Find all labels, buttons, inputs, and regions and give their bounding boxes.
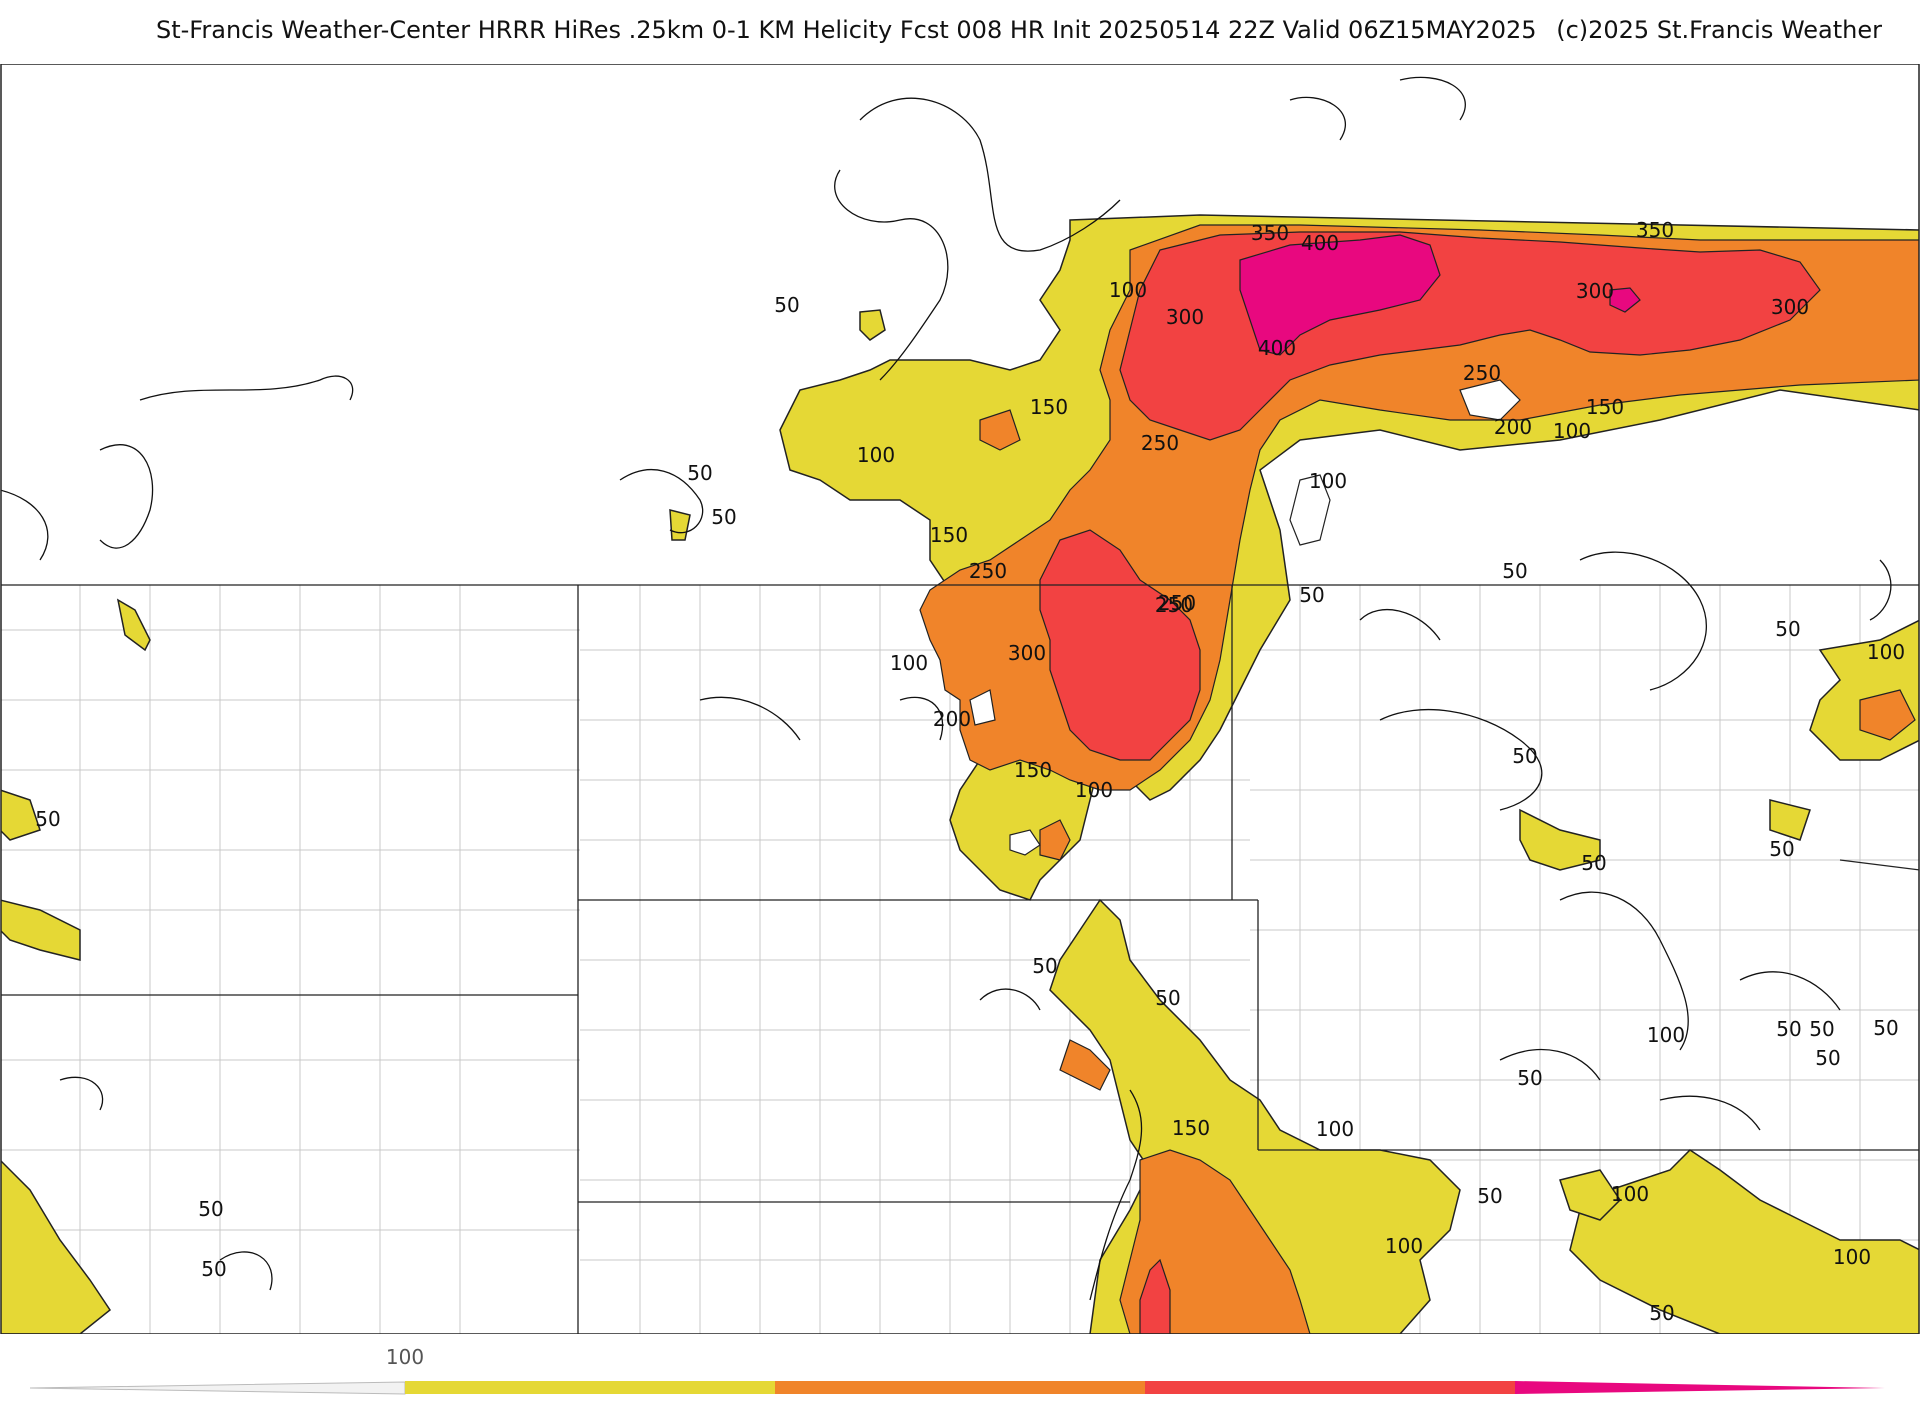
colorbar-segment-4 bbox=[1515, 1381, 1885, 1394]
contour-label: 50 bbox=[201, 1257, 226, 1281]
contour-label: 150 bbox=[1586, 395, 1624, 419]
colorbar-svg: 100 bbox=[29, 1345, 1885, 1395]
helicity-fill-400 bbox=[1239, 234, 1641, 356]
contour-label: 100 bbox=[1867, 640, 1905, 664]
contour-label: 100 bbox=[1309, 469, 1347, 493]
contour-label: 100 bbox=[1553, 419, 1591, 443]
contour-label: 250 bbox=[969, 559, 1007, 583]
contour-label: 50 bbox=[1776, 1017, 1801, 1041]
contour-label: 250 bbox=[1141, 431, 1179, 455]
contour-label: 50 bbox=[711, 505, 736, 529]
helicity-map: 350 400 350 100 300 300 300 400 50 250 250 200 100 15… bbox=[0, 63, 1920, 1335]
contour-label: 100 bbox=[1833, 1245, 1871, 1269]
contour-label: 100 bbox=[1611, 1182, 1649, 1206]
colorbar-low-triangle bbox=[29, 1381, 406, 1395]
contour-label: 50 bbox=[1581, 851, 1606, 875]
contour-label: 50 bbox=[1502, 559, 1527, 583]
colorbar-segment-3 bbox=[1145, 1381, 1515, 1394]
contour-label: 100 bbox=[1109, 278, 1147, 302]
contour-label: 150 bbox=[1014, 758, 1052, 782]
helicity-holes bbox=[969, 379, 1521, 856]
contour-label: 100 bbox=[1385, 1234, 1423, 1258]
contour-label: 50 bbox=[1769, 837, 1794, 861]
contour-label: 50 bbox=[1815, 1046, 1840, 1070]
contour-label: 200 bbox=[933, 707, 971, 731]
contour-label: 100 bbox=[1075, 778, 1113, 802]
contour-label: 50 bbox=[1477, 1184, 1502, 1208]
contour-label: 300 bbox=[1008, 641, 1046, 665]
contour-label: 50 bbox=[1299, 583, 1324, 607]
contour-label: 50 bbox=[1512, 744, 1537, 768]
state-boundaries bbox=[1, 584, 1919, 1334]
contour-lines bbox=[1, 76, 1892, 1301]
map-title: St-Francis Weather-Center HRRR HiRes .25… bbox=[156, 16, 1537, 44]
colorbar-segment-2 bbox=[775, 1381, 1145, 1394]
colorbar-segment-1 bbox=[405, 1381, 775, 1394]
contour-label: 150 bbox=[1030, 395, 1068, 419]
contour-label: 400 bbox=[1258, 336, 1296, 360]
contour-label: 100 bbox=[1316, 1117, 1354, 1141]
contour-label: 250 bbox=[1155, 593, 1193, 617]
contour-label: 50 bbox=[1809, 1017, 1834, 1041]
contour-label: 200 bbox=[1494, 415, 1532, 439]
contour-label: 100 bbox=[1647, 1023, 1685, 1047]
colorbar-tick-label: 100 bbox=[386, 1345, 424, 1369]
contour-label: 50 bbox=[1775, 617, 1800, 641]
contour-label: 300 bbox=[1771, 295, 1809, 319]
contour-label: 50 bbox=[198, 1197, 223, 1221]
contour-label: 50 bbox=[774, 293, 799, 317]
contour-label: 350 bbox=[1636, 218, 1674, 242]
contour-label: 50 bbox=[687, 461, 712, 485]
contour-label: 100 bbox=[890, 651, 928, 675]
contour-label: 50 bbox=[1517, 1066, 1542, 1090]
contour-label: 50 bbox=[1873, 1016, 1898, 1040]
contour-label: 300 bbox=[1576, 279, 1614, 303]
contour-label: 150 bbox=[1172, 1116, 1210, 1140]
contour-label: 50 bbox=[1032, 954, 1057, 978]
colorbar: 100 bbox=[0, 1334, 1920, 1400]
title-bar: St-Francis Weather-Center HRRR HiRes .25… bbox=[0, 0, 1920, 64]
contour-label: 50 bbox=[1649, 1301, 1674, 1325]
contour-label: 50 bbox=[1155, 986, 1180, 1010]
contour-label: 250 bbox=[1463, 361, 1501, 385]
contour-label: 50 bbox=[35, 807, 60, 831]
contour-label: 100 bbox=[857, 443, 895, 467]
contour-label: 400 bbox=[1301, 231, 1339, 255]
copyright-notice: (c)2025 St.Francis Weather bbox=[1556, 16, 1882, 44]
contour-label: 300 bbox=[1166, 305, 1204, 329]
contour-label: 150 bbox=[930, 523, 968, 547]
contour-label: 350 bbox=[1251, 221, 1289, 245]
contour-label: 250 bbox=[1158, 591, 1196, 615]
